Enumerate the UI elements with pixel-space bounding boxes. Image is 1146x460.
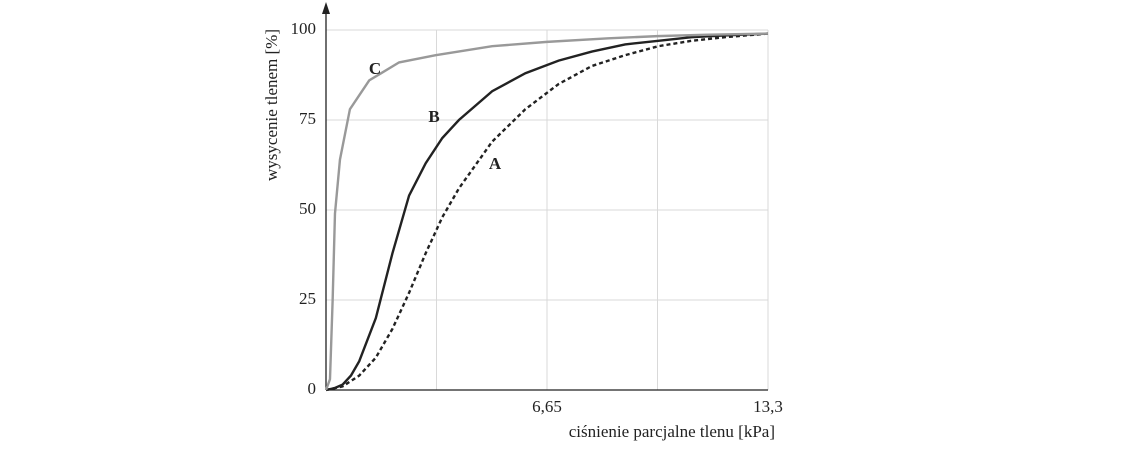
line-series <box>324 32 769 391</box>
y-tick-label: 75 <box>299 109 316 128</box>
y-tick-label: 50 <box>299 199 316 218</box>
y-axis-arrow <box>322 2 330 14</box>
series-label: C <box>369 59 381 78</box>
y-tick-label: 0 <box>308 379 317 398</box>
line-series <box>325 32 769 392</box>
y-tick-label: 25 <box>299 289 316 308</box>
series-label: A <box>489 154 502 173</box>
series-label: B <box>428 107 439 126</box>
y-axis-title: wysycenie tlenem [%] <box>262 29 281 181</box>
x-axis-title: ciśnienie parcjalne tlenu [kPa] <box>569 422 775 441</box>
x-tick-label: 13,3 <box>753 397 783 416</box>
line-series <box>325 32 769 392</box>
y-tick-label: 100 <box>291 19 317 38</box>
x-tick-label: 6,65 <box>532 397 562 416</box>
